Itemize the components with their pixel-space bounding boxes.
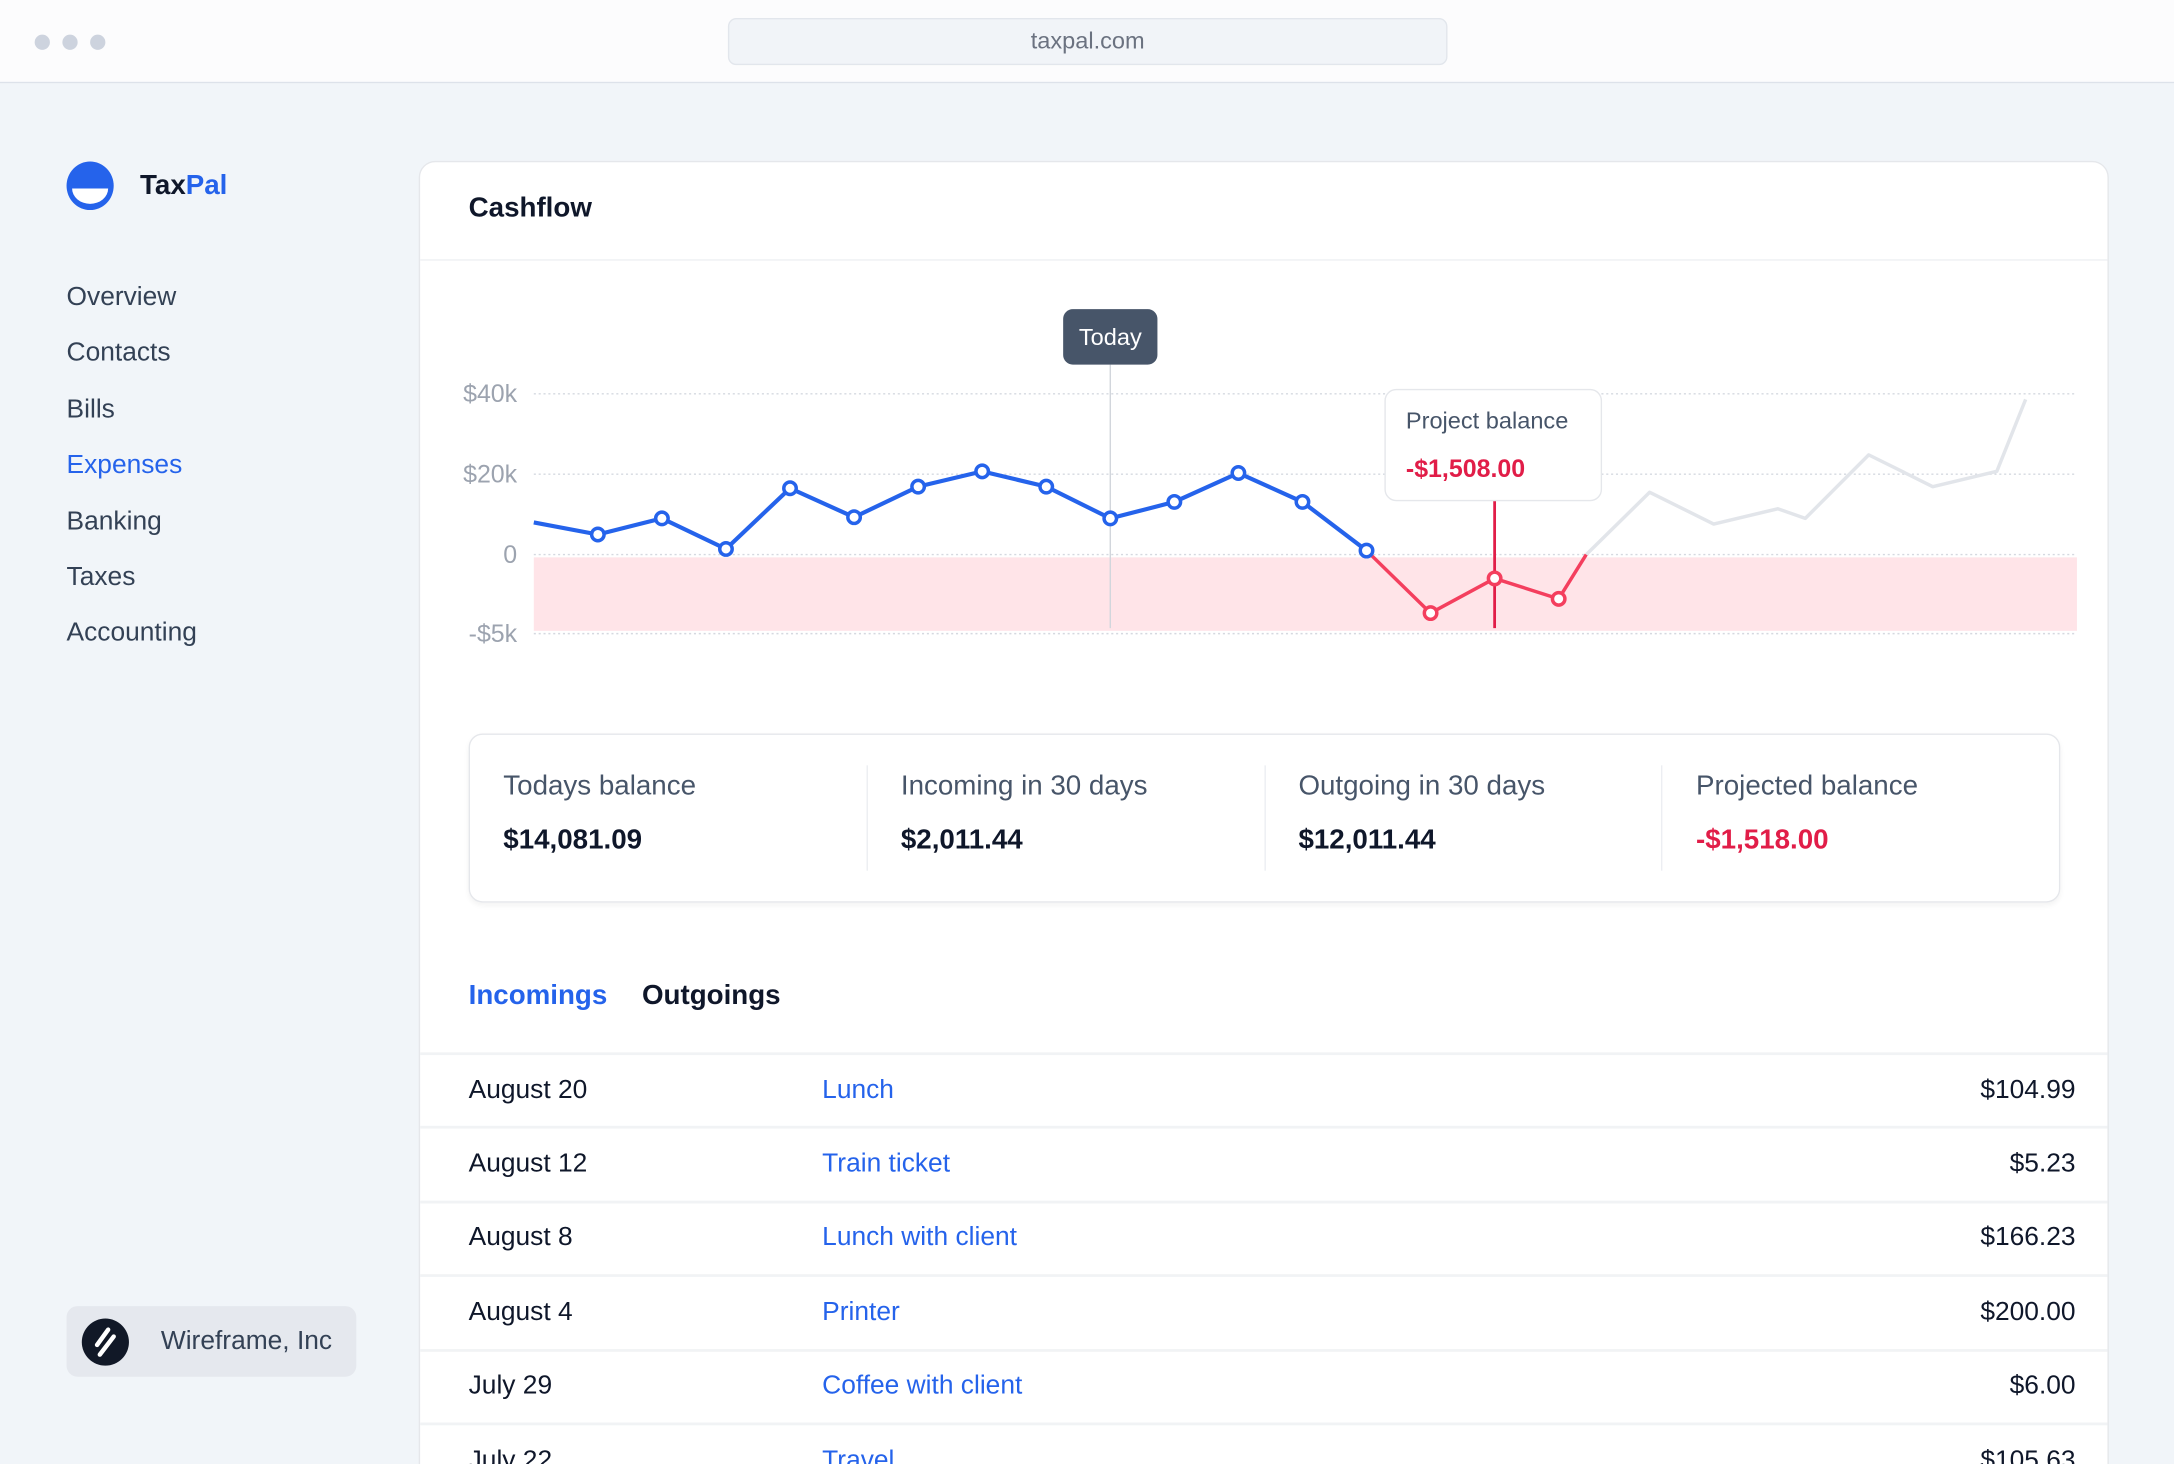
y-tick-label: $40k [463, 380, 518, 408]
sidebar-item-expenses[interactable]: Expenses [66, 450, 183, 480]
table-row[interactable]: August 12 Train ticket $5.23 [420, 1126, 2108, 1200]
data-point [717, 540, 734, 557]
cashflow-card: Cashflow $40k $20k 0 -$5k Today Project balan… [418, 160, 2109, 1464]
data-point [1358, 542, 1375, 559]
browser-toolbar: taxpal.com [0, 0, 2174, 84]
sidebar-item-accounting[interactable]: Accounting [66, 618, 197, 648]
y-tick-label: 0 [503, 541, 517, 569]
row-name-link[interactable]: Lunch [822, 1075, 894, 1105]
stat-label: Todays balance [503, 770, 696, 802]
table-row[interactable]: August 20 Lunch $104.99 [420, 1052, 2108, 1126]
sidebar-item-contacts[interactable]: Contacts [66, 338, 171, 368]
tabs: Incomings Outgoings [469, 980, 781, 1012]
org-switcher[interactable]: Wireframe, Inc [66, 1306, 357, 1377]
row-date: July 29 [468, 1371, 553, 1401]
table-row[interactable]: August 8 Lunch with client $166.23 [420, 1200, 2108, 1274]
row-amount: $166.23 [1980, 1223, 2076, 1253]
row-name-link[interactable]: Train ticket [822, 1149, 951, 1179]
sidebar-item-banking[interactable]: Banking [66, 506, 162, 536]
row-amount: $5.23 [2009, 1149, 2076, 1179]
stat-value: -$1,518.00 [1696, 824, 1829, 856]
data-point [589, 526, 606, 543]
data-point [1486, 570, 1503, 587]
row-name-link[interactable]: Travel [822, 1445, 895, 1464]
stat-outgoing: Outgoing in 30 days $12,011.44 [1265, 765, 1663, 871]
tab-incomings[interactable]: Incomings [468, 980, 608, 1011]
cashflow-chart: $40k $20k 0 -$5k Today Project balance -$1,508… [463, 309, 2077, 648]
negative-zone [533, 557, 2077, 631]
org-name: Wireframe, Inc [160, 1326, 333, 1356]
sidebar-item-bills[interactable]: Bills [66, 394, 115, 424]
data-point [910, 478, 927, 495]
data-point [782, 480, 798, 497]
row-name-link[interactable]: Coffee with client [822, 1371, 1023, 1401]
taxpal-logo-icon [66, 161, 114, 211]
data-point [846, 509, 863, 526]
projected-series-line [1585, 398, 2028, 556]
tooltip-value: -$1,508.00 [1406, 455, 1525, 483]
stat-label: Incoming in 30 days [900, 770, 1148, 802]
row-date: August 4 [468, 1297, 573, 1327]
data-point [1102, 510, 1119, 527]
row-name-link[interactable]: Lunch with client [822, 1223, 1017, 1253]
row-date: August 12 [468, 1149, 588, 1179]
row-amount: $6.00 [2009, 1371, 2076, 1401]
card-title: Cashflow [468, 192, 592, 224]
data-point [974, 463, 991, 480]
tab-outgoings[interactable]: Outgoings [641, 980, 781, 1011]
brand-name: TaxPal [140, 169, 228, 201]
data-point [1550, 590, 1567, 607]
stat-value: $14,081.09 [503, 824, 643, 856]
data-point [1422, 605, 1439, 622]
actual-series-line [533, 469, 1368, 553]
stat-value: $12,011.44 [1298, 824, 1436, 856]
window-dot-icon[interactable] [34, 34, 50, 50]
tooltip-box [1384, 388, 1603, 502]
data-point [653, 510, 670, 527]
window-dot-icon[interactable] [90, 34, 106, 50]
row-date: August 20 [468, 1075, 588, 1105]
data-point [1038, 478, 1055, 495]
stat-label: Outgoing in 30 days [1298, 770, 1546, 802]
today-badge [1063, 309, 1158, 365]
stat-incoming: Incoming in 30 days $2,011.44 [868, 765, 1266, 871]
y-tick-label: $20k [463, 460, 518, 488]
row-date: July 22 [468, 1445, 553, 1464]
row-amount: $200.00 [1980, 1297, 2076, 1327]
stat-projected-balance: Projected balance -$1,518.00 [1663, 765, 2059, 870]
table-row[interactable]: August 4 Printer $200.00 [420, 1274, 2108, 1348]
stat-todays-balance: Todays balance $14,081.09 [470, 765, 868, 871]
wireframe-logo-icon [81, 1317, 129, 1365]
row-amount: $105.63 [1980, 1445, 2076, 1464]
tooltip-label: Project balance [1406, 407, 1568, 433]
row-amount: $104.99 [1980, 1075, 2076, 1105]
divider [420, 259, 2108, 261]
sidebar-nav: Overview Contacts Bills Expenses Banking… [67, 277, 197, 669]
row-date: August 8 [468, 1223, 573, 1253]
sidebar-item-overview[interactable]: Overview [66, 282, 177, 312]
stat-label: Projected balance [1696, 770, 1919, 802]
transactions-list: August 20 Lunch $104.99 August 12 Train tick… [420, 1052, 2108, 1464]
stats-panel: Todays balance $14,081.09 Incoming in 30 … [468, 733, 2061, 903]
table-row[interactable]: July 22 Travel $105.63 [420, 1422, 2108, 1464]
y-tick-label: -$5k [469, 620, 518, 648]
brand-logo[interactable]: TaxPal [65, 161, 227, 211]
address-bar[interactable]: taxpal.com [727, 18, 1448, 66]
data-point [1166, 493, 1183, 510]
row-name-link[interactable]: Printer [822, 1297, 900, 1327]
data-point [1230, 464, 1247, 481]
today-label: Today [1079, 324, 1142, 350]
table-row[interactable]: July 29 Coffee with client $6.00 [420, 1348, 2108, 1422]
data-point [1294, 493, 1311, 510]
stat-value: $2,011.44 [900, 824, 1023, 856]
window-dot-icon[interactable] [62, 34, 78, 50]
sidebar-item-taxes[interactable]: Taxes [66, 562, 136, 592]
